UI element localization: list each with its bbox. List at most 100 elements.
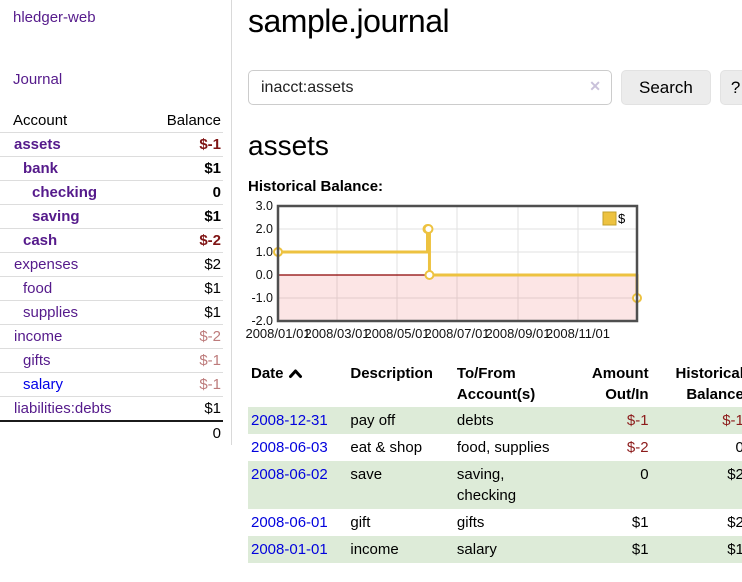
page-title: sample.journal <box>248 3 450 39</box>
register-table: Date Description To/From Account(s) Amou… <box>248 361 742 563</box>
account-row: expenses $2 <box>0 252 223 277</box>
search-form: ✕ Search ? <box>248 70 742 105</box>
svg-text:2.0: 2.0 <box>256 222 273 236</box>
register-description: income <box>350 541 399 558</box>
register-row: 2008-06-02 save saving, checking 0 $2 <box>248 461 742 509</box>
register-header-accounts: To/From Account(s) <box>456 365 536 403</box>
register-header-amount: Amount Out/In <box>591 365 649 403</box>
account-balance: $1 <box>204 304 221 321</box>
register-row: 2008-06-01 gift gifts $1 $2 <box>248 509 742 536</box>
svg-text:$: $ <box>618 211 626 226</box>
register-balance: $-1 <box>722 412 742 429</box>
main-content: sample.journal ✕ Search ? assets Histori… <box>232 0 742 563</box>
accounts-total-row: 0 <box>0 420 223 445</box>
svg-text:2008/09/01: 2008/09/01 <box>485 326 550 341</box>
date-link[interactable]: 2008-06-03 <box>251 439 328 456</box>
account-balance: $1 <box>204 160 221 177</box>
account-balance: $-2 <box>199 328 221 345</box>
register-accounts: gifts <box>456 514 485 531</box>
account-link[interactable]: gifts <box>23 352 51 369</box>
accounts-header-account: Account <box>13 112 68 129</box>
account-balance: 0 <box>212 184 221 201</box>
account-row: supplies $1 <box>0 300 223 325</box>
account-row: saving $1 <box>0 204 223 229</box>
account-balance: $2 <box>204 256 221 273</box>
register-description: pay off <box>350 412 396 429</box>
chart-title: Historical Balance: <box>248 178 384 195</box>
account-balance: $-2 <box>199 232 221 249</box>
account-link[interactable]: cash <box>23 232 58 249</box>
account-cell: assets <box>0 133 147 157</box>
search-input[interactable] <box>248 70 612 105</box>
date-link[interactable]: 2008-06-02 <box>251 466 328 483</box>
account-link[interactable]: supplies <box>23 304 79 321</box>
account-cell: income <box>0 325 147 349</box>
register-row: 2008-12-31 pay off debts $-1 $-1 <box>248 407 742 434</box>
register-date: 2008-01-01 <box>248 536 347 563</box>
account-cell: gifts <box>0 349 147 373</box>
account-row: gifts $-1 <box>0 348 223 373</box>
register-balance: 0 <box>735 439 742 456</box>
register-description: eat & shop <box>350 439 423 456</box>
svg-text:2008/11/01: 2008/11/01 <box>546 326 610 341</box>
brand-link[interactable]: hledger-web <box>13 9 96 26</box>
sidebar: hledger-web Journal Account Balance asse… <box>0 0 232 445</box>
register-date: 2008-06-03 <box>248 434 347 461</box>
register-description: save <box>350 466 383 483</box>
register-accounts: debts <box>456 412 494 429</box>
account-heading: assets <box>248 130 329 161</box>
register-header-row: Date Description To/From Account(s) Amou… <box>248 361 742 407</box>
register-amount: $1 <box>631 541 649 558</box>
register-amount: $1 <box>631 514 649 531</box>
sort-ascending-icon <box>288 369 302 378</box>
register-amount: $-2 <box>626 439 649 456</box>
account-cell: expenses <box>0 253 147 277</box>
clear-search-icon[interactable]: ✕ <box>589 78 601 94</box>
account-row: cash $-2 <box>0 228 223 253</box>
register-date: 2008-06-02 <box>248 461 347 509</box>
register-header-date[interactable]: Date <box>248 361 347 407</box>
account-row: food $1 <box>0 276 223 301</box>
account-cell: food <box>0 277 147 301</box>
svg-text:1.0: 1.0 <box>256 245 273 259</box>
register-row: 2008-01-01 income salary $1 $1 <box>248 536 742 563</box>
account-cell: checking <box>0 181 147 205</box>
svg-text:2008/07/01: 2008/07/01 <box>424 326 489 341</box>
accounts-header-balance: Balance <box>166 112 221 129</box>
account-link[interactable]: checking <box>32 184 98 201</box>
chart-canvas: $3.0 2.0 1.0 0.0 -1.0 -2.02008/01/012008/03/0… <box>245 199 642 341</box>
account-cell: liabilities:debts <box>0 397 147 422</box>
accounts-total-spacer <box>0 420 148 445</box>
account-cell: bank <box>0 157 147 181</box>
date-link[interactable]: 2008-06-01 <box>251 514 328 531</box>
account-row: assets $-1 <box>0 132 223 157</box>
search-button[interactable]: Search <box>621 70 711 105</box>
register-amount: 0 <box>640 466 649 483</box>
account-link[interactable]: food <box>23 280 53 297</box>
account-link[interactable]: assets <box>14 136 61 153</box>
svg-text:-2.0: -2.0 <box>251 314 273 328</box>
account-link[interactable]: income <box>14 328 63 345</box>
page: hledger-web Journal Account Balance asse… <box>0 0 742 563</box>
sidebar-item-journal[interactable]: Journal <box>13 71 63 88</box>
account-link[interactable]: saving <box>32 208 80 225</box>
date-link[interactable]: 2008-12-31 <box>251 412 328 429</box>
account-balance: $1 <box>204 208 221 225</box>
account-balance: $-1 <box>199 376 221 393</box>
account-link[interactable]: bank <box>23 160 59 177</box>
svg-text:2008/01/01: 2008/01/01 <box>245 326 310 341</box>
accounts-header-row: Account Balance <box>0 109 223 133</box>
account-balance: $-1 <box>199 352 221 369</box>
account-link[interactable]: salary <box>23 376 64 393</box>
account-row: income $-2 <box>0 324 223 349</box>
account-link[interactable]: expenses <box>14 256 79 273</box>
register-row: 2008-06-03 eat & shop food, supplies $-2… <box>248 434 742 461</box>
svg-text:0.0: 0.0 <box>256 268 273 282</box>
historical-balance-chart: $3.0 2.0 1.0 0.0 -1.0 -2.0 2008/01/01 2008/03/0… <box>245 199 742 348</box>
accounts-total-balance: 0 <box>147 420 223 445</box>
help-button[interactable]: ? <box>719 70 742 105</box>
account-row: bank $1 <box>0 156 223 181</box>
date-link[interactable]: 2008-01-01 <box>251 541 328 558</box>
account-balance: $1 <box>204 400 221 417</box>
account-link[interactable]: liabilities:debts <box>14 400 112 417</box>
